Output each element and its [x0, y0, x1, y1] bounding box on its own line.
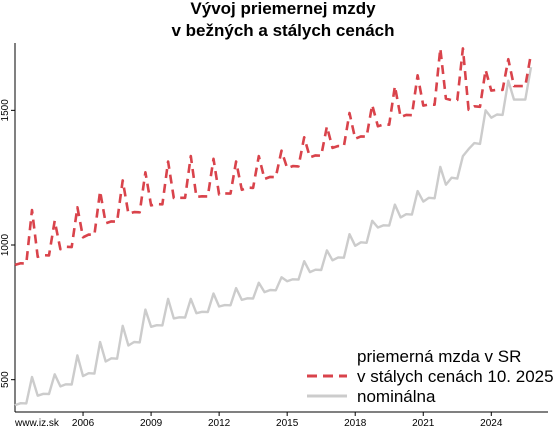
chart-title-line1: Vývoj priemernej mzdy: [190, 0, 376, 18]
legend: priemerná mzda v SR v stálych cenách 10.…: [307, 347, 554, 406]
source-label: www.iz.sk: [14, 418, 60, 429]
legend-label-real-wage-line1: priemerná mzda v SR: [357, 347, 521, 366]
chart-title-line2: v bežných a stálych cenách: [172, 21, 395, 40]
y-tick-label: 1500: [0, 99, 11, 122]
x-tick-label: 2015: [276, 418, 299, 429]
series-line-real-wage: [14, 47, 533, 267]
y-axis-ticks: 500 1000 1500: [0, 99, 15, 388]
legend-label-real-wage-line2: v stálych cenách 10. 2025: [357, 367, 554, 386]
x-tick-label: 2018: [344, 418, 367, 429]
legend-label-nominal: nominálna: [357, 387, 436, 406]
x-tick-label: 2024: [480, 418, 503, 429]
y-tick-label: 500: [0, 371, 11, 388]
y-tick-label: 1000: [0, 233, 11, 256]
x-tick-label: 2006: [72, 418, 95, 429]
x-tick-label: 2021: [412, 418, 435, 429]
x-axis-ticks: 2006 2009 2012 2015 2018 2021 2024: [72, 412, 503, 429]
x-tick-label: 2009: [140, 418, 163, 429]
series-line-nominal: [14, 66, 533, 407]
x-tick-label: 2012: [208, 418, 231, 429]
series-layer: [14, 47, 533, 407]
